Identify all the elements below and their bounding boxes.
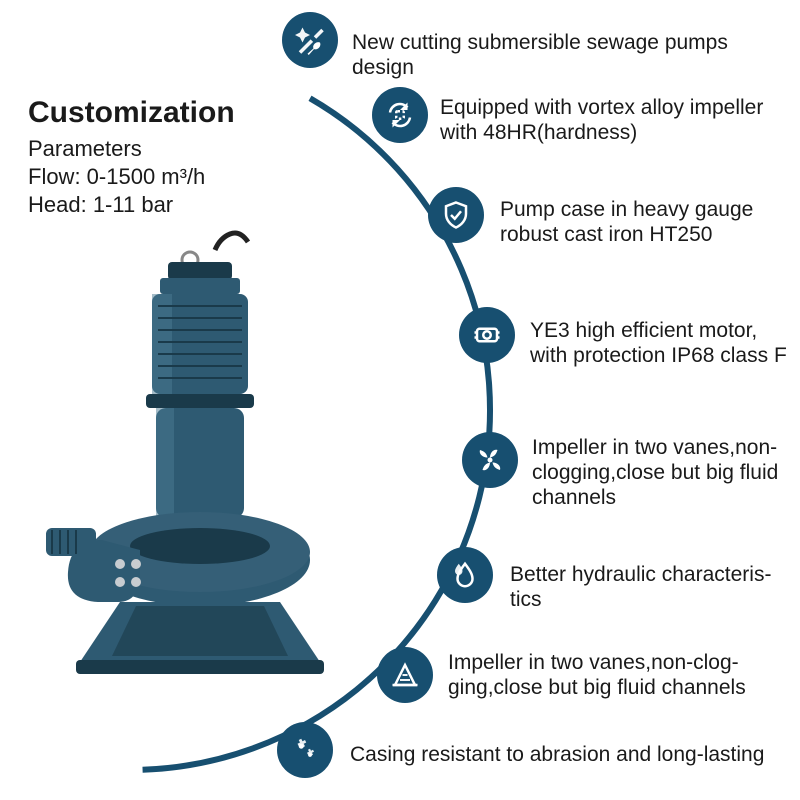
tools-icon <box>282 12 338 68</box>
feature-label: Pump case in heavy gauge robust cast iro… <box>500 197 760 247</box>
fan-icon <box>462 432 518 488</box>
triangle-icon <box>377 647 433 703</box>
feature-label: Better hydraulic characteris- tics <box>510 562 780 612</box>
gears-icon <box>277 722 333 778</box>
pump-illustration <box>40 230 360 680</box>
feature-label: Impeller in two vanes,non-clog- ging,clo… <box>448 650 768 700</box>
feature-label: YE3 high efficient motor, with protectio… <box>530 318 790 368</box>
feature-label: Equipped with vortex alloy impeller with… <box>440 95 790 145</box>
feature-label: Impeller in two vanes,non-clogging,close… <box>532 435 782 511</box>
param-line: Parameters <box>28 136 142 162</box>
drop-icon <box>437 547 493 603</box>
heading-title: Customization <box>28 96 235 130</box>
param-line: Head: 1-11 bar <box>28 192 173 218</box>
feature-label: Casing resistant to abrasion and long-la… <box>350 742 780 767</box>
shield-icon <box>428 187 484 243</box>
feature-label: New cutting submersible sewage pumps des… <box>352 30 782 80</box>
param-line: Flow: 0-1500 m³/h <box>28 164 205 190</box>
rotate-icon <box>372 87 428 143</box>
motor-icon <box>459 307 515 363</box>
